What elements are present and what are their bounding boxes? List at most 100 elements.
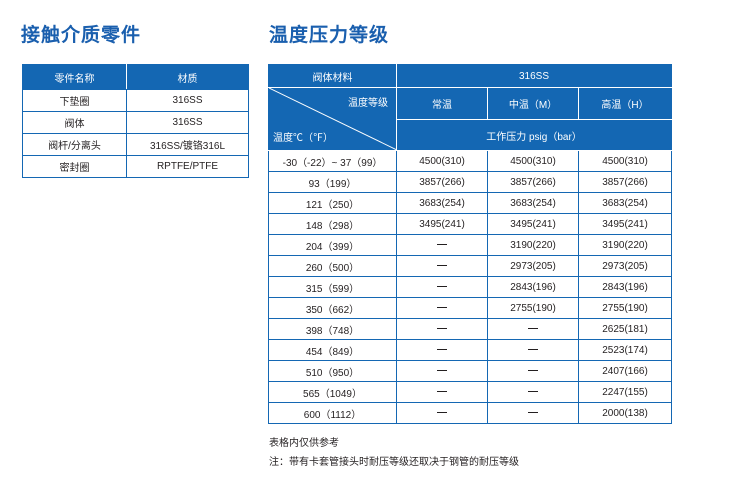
rating-cell-temp: 121（250） xyxy=(268,192,397,214)
rating-cell-high: 2973(205) xyxy=(578,255,672,277)
rating-cell-normal xyxy=(396,360,488,382)
parts-header-row: 零件名称 材质 xyxy=(22,64,249,90)
not-applicable-dash xyxy=(437,244,447,246)
rating-row: 350（662） 2755(190) 2755(190) xyxy=(268,297,672,319)
rating-cell-mid: 3857(266) xyxy=(487,171,579,193)
rating-cell-high: 2247(155) xyxy=(578,381,672,403)
parts-cell-part: 密封圈 xyxy=(22,155,127,178)
grade-axis-label: 温度等级 xyxy=(348,98,388,109)
not-applicable-dash xyxy=(437,265,447,267)
rating-header-row-pressure: 工作压力 psig（bar） xyxy=(269,119,672,151)
working-pressure-header: 工作压力 psig（bar） xyxy=(396,119,672,151)
temperature-axis-label: 温度℃（℉） xyxy=(273,133,333,144)
parts-cell-part: 阀杆/分离头 xyxy=(22,133,127,156)
rating-row: 260（500） 2973(205) 2973(205) xyxy=(268,255,672,277)
not-applicable-dash xyxy=(437,412,447,414)
grade-medium-header: 中温（M） xyxy=(487,86,579,121)
rating-cell-mid: 3190(220) xyxy=(487,234,579,256)
not-applicable-dash xyxy=(437,307,447,309)
parts-cell-material: 316SS/镀铬316L xyxy=(126,133,249,156)
rating-cell-temp: 260（500） xyxy=(268,255,397,277)
parts-cell-material: 316SS xyxy=(126,89,249,112)
not-applicable-dash xyxy=(437,286,447,288)
not-applicable-dash xyxy=(437,391,447,393)
rating-row: 398（748） 2625(181) xyxy=(268,318,672,340)
rating-row: 315（599） 2843(196) 2843(196) xyxy=(268,276,672,298)
not-applicable-dash xyxy=(528,370,538,372)
rating-cell-normal: 3495(241) xyxy=(396,213,488,235)
not-applicable-dash xyxy=(528,412,538,414)
rating-row: 204（399） 3190(220) 3190(220) xyxy=(268,234,672,256)
rating-cell-mid xyxy=(487,402,579,424)
rating-cell-normal xyxy=(396,402,488,424)
rating-cell-mid xyxy=(487,339,579,361)
rating-cell-high: 2755(190) xyxy=(578,297,672,319)
fitting-note: 注：带有卡套管接头时耐压等级还取决于钢管的耐压等级 xyxy=(269,457,519,468)
rating-cell-temp: 93（199） xyxy=(268,171,397,193)
rating-cell-normal xyxy=(396,234,488,256)
not-applicable-dash xyxy=(437,370,447,372)
diagonal-header-cell: 温度等级 温度℃（℉） xyxy=(268,87,397,151)
rating-cell-high: 3857(266) xyxy=(578,171,672,193)
parts-row: 阀杆/分离头 316SS/镀铬316L xyxy=(22,133,249,156)
parts-row: 下垫圈 316SS xyxy=(22,89,249,112)
rating-row: 148（298） 3495(241) 3495(241) 3495(241) xyxy=(268,213,672,235)
rating-header-row-material: 阀体材料 316SS xyxy=(268,64,672,88)
rating-row: 121（250） 3683(254) 3683(254) 3683(254) xyxy=(268,192,672,214)
rating-cell-mid: 2973(205) xyxy=(487,255,579,277)
body-material-value: 316SS xyxy=(396,64,672,88)
diagonal-divider xyxy=(269,88,397,150)
rating-cell-mid: 2755(190) xyxy=(487,297,579,319)
not-applicable-dash xyxy=(437,328,447,330)
parts-cell-material: 316SS xyxy=(126,111,249,134)
rating-cell-temp: 148（298） xyxy=(268,213,397,235)
rating-cell-high: 3495(241) xyxy=(578,213,672,235)
grade-high-header: 高温（H） xyxy=(578,86,672,121)
parts-header-material: 材质 xyxy=(126,64,249,90)
not-applicable-dash xyxy=(437,349,447,351)
rating-cell-mid: 4500(310) xyxy=(487,150,579,172)
rating-cell-mid xyxy=(487,318,579,340)
rating-cell-high: 3190(220) xyxy=(578,234,672,256)
rating-cell-normal: 4500(310) xyxy=(396,150,488,172)
rating-cell-temp: -30（-22）~ 37（99） xyxy=(268,150,397,172)
rating-cell-temp: 350（662） xyxy=(268,297,397,319)
rating-cell-temp: 510（950） xyxy=(268,360,397,382)
rating-cell-normal xyxy=(396,276,488,298)
rating-cell-high: 2000(138) xyxy=(578,402,672,424)
rating-cell-mid: 3495(241) xyxy=(487,213,579,235)
rating-cell-mid xyxy=(487,360,579,382)
rating-header-row-grades: 温度等级 温度℃（℉） 常温 中温（M） 高温（H） xyxy=(268,86,672,151)
rating-cell-normal: 3857(266) xyxy=(396,171,488,193)
rating-section-title: 温度压力等级 xyxy=(269,24,390,46)
rating-cell-temp: 204（399） xyxy=(268,234,397,256)
rating-cell-normal xyxy=(396,339,488,361)
rating-cell-normal: 3683(254) xyxy=(396,192,488,214)
rating-cell-mid xyxy=(487,381,579,403)
rating-cell-temp: 315（599） xyxy=(268,276,397,298)
rating-cell-temp: 454（849） xyxy=(268,339,397,361)
rating-cell-normal xyxy=(396,255,488,277)
wetted-parts-table: 零件名称 材质 下垫圈 316SS 阀体 316SS 阀杆/分离头 316SS/镀铬316… xyxy=(22,64,249,178)
not-applicable-dash xyxy=(528,328,538,330)
rating-cell-normal xyxy=(396,381,488,403)
rating-row: 565（1049） 2247(155) xyxy=(268,381,672,403)
rating-row: 454（849） 2523(174) xyxy=(268,339,672,361)
parts-row: 阀体 316SS xyxy=(22,111,249,134)
rating-cell-high: 3683(254) xyxy=(578,192,672,214)
rating-cell-mid: 2843(196) xyxy=(487,276,579,298)
pressure-temperature-table: 阀体材料 316SS 温度等级 温度℃（℉） 常温 中温（M） 高温（H） 工作… xyxy=(268,64,672,424)
rating-cell-temp: 565（1049） xyxy=(268,381,397,403)
parts-cell-material: RPTFE/PTFE xyxy=(126,155,249,178)
rating-row: 93（199） 3857(266) 3857(266) 3857(266) xyxy=(268,171,672,193)
rating-row: 600（1112） 2000(138) xyxy=(268,402,672,424)
rating-row: -30（-22）~ 37（99） 4500(310) 4500(310) 4500(3… xyxy=(268,150,672,172)
rating-cell-normal xyxy=(396,297,488,319)
parts-header-part: 零件名称 xyxy=(22,64,127,90)
rating-cell-high: 2523(174) xyxy=(578,339,672,361)
rating-cell-high: 2625(181) xyxy=(578,318,672,340)
parts-cell-part: 阀体 xyxy=(22,111,127,134)
grade-normal-header: 常温 xyxy=(396,86,488,121)
rating-cell-temp: 600（1112） xyxy=(268,402,397,424)
rating-cell-high: 2407(166) xyxy=(578,360,672,382)
